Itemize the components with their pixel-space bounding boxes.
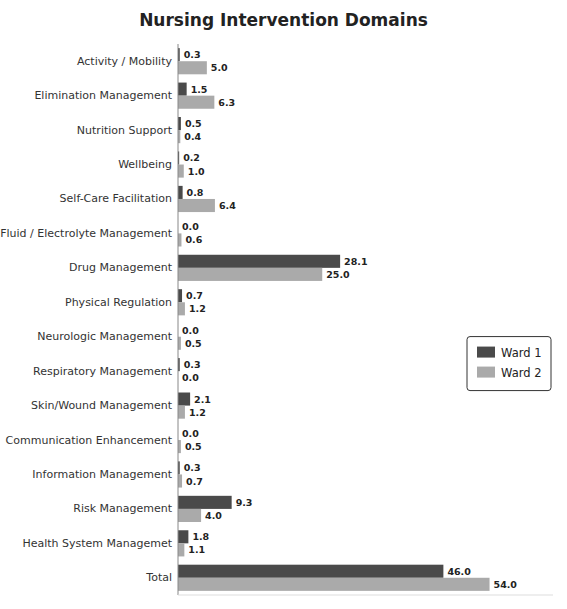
data-label: 0.3 [184,462,201,473]
data-label: 0.7 [186,476,203,487]
bar [178,199,215,212]
data-label: 0.3 [184,49,201,60]
bar [178,578,490,591]
y-tick-label: Total [145,571,172,584]
data-label: 0.8 [187,187,204,198]
bar [178,496,232,509]
bar [178,393,190,406]
bar [178,96,214,109]
data-label: 1.0 [188,166,205,177]
bar [178,268,322,281]
bar [178,233,181,246]
y-tick-label: Nutrition Support [77,124,173,137]
legend-label: Ward 1 [501,346,541,360]
y-tick-label: Elimination Management [34,89,172,102]
bar [178,186,183,199]
data-label: 46.0 [447,566,471,577]
y-tick-label: Information Management [32,468,172,481]
x-axis-line [178,595,553,596]
data-label: 0.3 [184,359,201,370]
data-label: 0.2 [183,152,200,163]
data-label: 6.3 [218,97,235,108]
data-label: 1.2 [189,407,206,418]
data-label: 6.4 [219,200,236,211]
bars [178,48,490,591]
bar [178,83,187,96]
data-label: 1.5 [191,84,208,95]
legend-swatch [477,347,495,358]
data-label: 0.5 [185,338,202,349]
y-axis-line [178,44,179,595]
legend: Ward 1 Ward 2 [467,337,551,391]
data-label: 0.0 [182,325,199,336]
bar [178,406,185,419]
bar [178,255,340,268]
data-labels: 0.3 1.5 0.5 0.2 0.8 0.0 28.1 0.7 0.0 0.3 2.1 0.0 0.3… [182,49,517,590]
bar [178,509,201,522]
bar [178,530,188,543]
data-label: 4.0 [205,510,222,521]
legend-label: Ward 2 [501,366,541,380]
y-tick-label: Physical Regulation [65,296,172,309]
data-label: 0.0 [182,428,199,439]
y-tick-label: Health System Managemet [22,537,172,550]
data-label: 0.0 [182,221,199,232]
bar [178,165,184,178]
y-tick-label: Respiratory Management [33,365,173,378]
data-label: 28.1 [344,256,367,267]
data-label: 0.5 [185,118,202,129]
data-label: 25.0 [326,269,350,280]
y-tick-label: Fluid / Electrolyte Management [0,227,173,240]
data-label: 9.3 [236,497,253,508]
y-tick-label: Activity / Mobility [77,55,173,68]
title: Nursing Intervention Domains [139,10,428,30]
data-label: 2.1 [194,394,211,405]
data-label: 0.6 [185,234,202,245]
chart: Nursing Intervention Domains 0.3 1.5 0.5 0.2… [0,0,567,609]
bar [178,474,182,487]
bar [178,61,207,74]
y-tick-label: Risk Management [73,502,172,515]
data-label: 0.4 [184,131,201,142]
y-tick-label: Self-Care Facilitation [60,192,172,205]
legend-box [467,337,551,391]
y-tick-label: Neurologic Management [37,330,172,343]
bar [178,302,185,315]
data-label: 54.0 [494,579,518,590]
bar [178,289,182,302]
data-label: 0.5 [185,441,202,452]
data-label: 0.0 [182,372,199,383]
y-tick-label: Communication Enhancement [6,434,173,447]
y-tick-label: Wellbeing [118,158,172,171]
data-label: 0.7 [186,290,203,301]
y-tick-label: Drug Management [69,261,173,274]
bar [178,543,184,556]
legend-swatch [477,367,495,378]
data-label: 1.2 [189,303,206,314]
bar [178,565,443,578]
y-tick-label: Skin/Wound Management [31,399,173,412]
data-label: 1.1 [188,544,205,555]
data-label: 5.0 [211,62,228,73]
data-label: 1.8 [192,531,209,542]
